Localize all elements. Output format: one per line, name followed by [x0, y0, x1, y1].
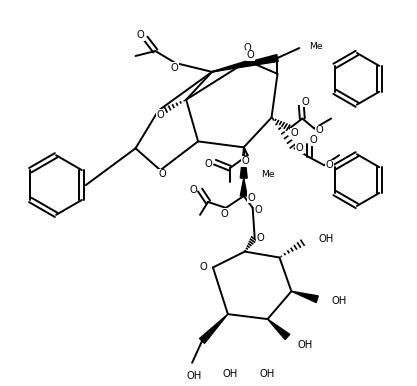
Text: OH: OH	[318, 234, 334, 244]
Text: O: O	[325, 160, 333, 170]
Text: O: O	[291, 129, 298, 139]
Text: OH: OH	[222, 369, 237, 379]
Polygon shape	[268, 319, 290, 340]
Text: O: O	[156, 110, 164, 120]
Polygon shape	[212, 54, 278, 72]
Text: O: O	[244, 43, 251, 53]
Text: O: O	[220, 209, 228, 219]
Text: O: O	[137, 30, 144, 40]
Text: Me: Me	[309, 42, 323, 51]
Polygon shape	[240, 147, 247, 178]
Text: O: O	[296, 143, 303, 153]
Text: O: O	[204, 159, 212, 169]
Text: O: O	[171, 63, 178, 73]
Polygon shape	[200, 314, 228, 343]
Text: O: O	[199, 262, 207, 273]
Text: OH: OH	[186, 371, 202, 381]
Text: O: O	[255, 205, 263, 215]
Text: O: O	[309, 135, 317, 146]
Text: O: O	[301, 96, 309, 107]
Text: O: O	[242, 156, 250, 166]
Text: OH: OH	[331, 296, 347, 306]
Text: OH: OH	[297, 340, 313, 350]
Text: O: O	[158, 169, 166, 179]
Text: OH: OH	[260, 369, 275, 379]
Text: O: O	[189, 185, 197, 195]
Text: Me: Me	[261, 169, 275, 179]
Text: O: O	[247, 50, 254, 60]
Polygon shape	[291, 291, 318, 303]
Text: O: O	[315, 125, 323, 135]
Text: O: O	[257, 233, 264, 243]
Polygon shape	[240, 178, 247, 196]
Text: O: O	[248, 193, 256, 203]
